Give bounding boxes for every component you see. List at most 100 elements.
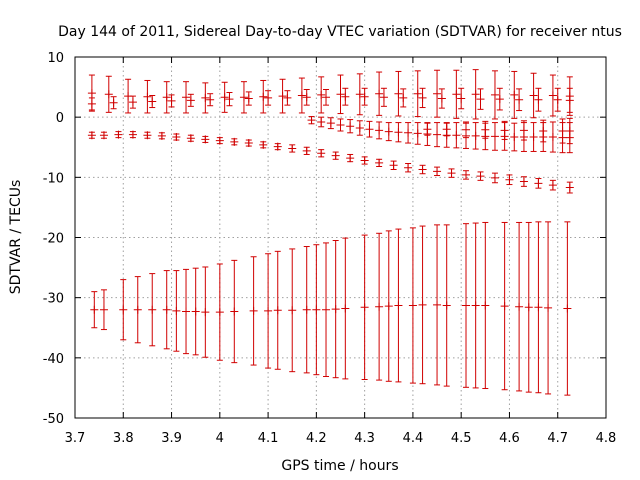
data-point-marker <box>259 92 268 101</box>
data-point-marker <box>490 173 499 182</box>
data-point-marker <box>259 140 268 149</box>
data-point-marker <box>297 91 306 100</box>
y-tick-label: -50 <box>43 412 64 427</box>
data-point-marker <box>244 94 253 103</box>
data-point-marker <box>312 305 321 314</box>
data-point-marker <box>90 305 99 314</box>
data-point-marker <box>215 308 224 317</box>
data-point-marker <box>331 151 340 160</box>
data-point-marker <box>162 93 171 102</box>
x-tick-label: 3.9 <box>161 431 182 446</box>
data-point-marker <box>317 149 326 158</box>
data-point-marker <box>302 146 311 155</box>
data-point-marker <box>375 158 384 167</box>
data-point-marker <box>565 96 574 105</box>
x-tick-label: 4.5 <box>451 431 472 446</box>
data-point-marker <box>413 89 422 98</box>
data-point-marker <box>87 89 96 98</box>
data-point-marker <box>341 304 350 313</box>
data-point-marker <box>288 306 297 315</box>
data-point-marker <box>239 93 248 102</box>
x-tick-label: 4.6 <box>499 431 520 446</box>
data-point-marker <box>563 304 572 313</box>
data-point-marker <box>302 93 311 102</box>
data-point-marker <box>230 307 239 316</box>
data-point-marker <box>220 93 229 102</box>
data-point-marker <box>394 301 403 310</box>
data-point-marker <box>539 127 548 136</box>
data-point-marker <box>384 127 393 136</box>
data-point-marker <box>365 125 374 134</box>
data-point-marker <box>500 126 509 135</box>
data-point-marker <box>249 306 258 315</box>
data-point-marker <box>495 95 504 104</box>
data-point-marker <box>167 96 176 105</box>
data-point-marker <box>182 93 191 102</box>
data-point-marker <box>408 301 417 310</box>
data-point-marker <box>558 127 567 136</box>
data-point-marker <box>471 131 480 140</box>
x-tick-label: 4.4 <box>403 431 424 446</box>
data-point-marker <box>148 305 157 314</box>
data-point-marker <box>529 133 538 142</box>
data-point-marker <box>519 177 528 186</box>
data-point-marker <box>148 97 157 106</box>
data-point-marker <box>534 179 543 188</box>
data-point-marker <box>244 139 253 148</box>
data-point-marker <box>87 131 96 140</box>
data-point-marker <box>505 175 514 184</box>
x-tick-label: 4.7 <box>547 431 568 446</box>
data-point-marker <box>452 90 461 99</box>
data-point-marker <box>462 170 471 179</box>
x-tick-label: 3.7 <box>65 431 86 446</box>
data-point-marker <box>462 125 471 134</box>
data-point-marker <box>418 93 427 102</box>
y-tick-label: 0 <box>56 111 64 126</box>
data-point-marker <box>283 93 292 102</box>
data-point-marker <box>336 90 345 99</box>
data-point-marker <box>355 90 364 99</box>
data-point-marker <box>128 98 137 107</box>
data-point-marker <box>565 127 574 136</box>
data-point-marker <box>186 134 195 143</box>
x-tick-label: 4.2 <box>306 431 327 446</box>
data-point-marker <box>548 181 557 190</box>
data-point-marker <box>433 300 442 309</box>
data-point-marker <box>157 131 166 140</box>
data-point-marker <box>534 95 543 104</box>
data-point-marker <box>447 169 456 178</box>
data-point-marker <box>307 116 316 125</box>
data-point-marker <box>302 305 311 314</box>
data-point-marker <box>215 136 224 145</box>
data-point-marker <box>375 126 384 135</box>
data-point-marker <box>534 303 543 312</box>
data-point-marker <box>548 133 557 142</box>
y-tick-label: 10 <box>47 51 64 66</box>
data-point-marker <box>346 122 355 131</box>
series-satellite-D <box>423 117 574 145</box>
data-point-marker <box>288 144 297 153</box>
data-point-marker <box>341 92 350 101</box>
data-point-marker <box>206 95 215 104</box>
data-point-marker <box>360 156 369 165</box>
data-point-marker <box>476 95 485 104</box>
x-tick-label: 4.3 <box>354 431 375 446</box>
data-point-marker <box>471 90 480 99</box>
data-point-marker <box>471 301 480 310</box>
data-point-marker <box>128 130 137 139</box>
data-point-marker <box>322 93 331 102</box>
data-point-marker <box>143 131 152 140</box>
data-point-marker <box>273 306 282 315</box>
y-axis-title: SDTVAR / TECUs <box>8 180 24 295</box>
data-point-marker <box>457 94 466 103</box>
data-point-marker <box>433 130 442 139</box>
data-point-marker <box>360 303 369 312</box>
data-point-marker <box>442 301 451 310</box>
data-point-marker <box>418 165 427 174</box>
data-point-marker <box>399 93 408 102</box>
series-satellite-A <box>87 69 574 120</box>
data-point-marker <box>490 90 499 99</box>
data-point-marker <box>336 120 345 129</box>
data-point-marker <box>317 90 326 99</box>
data-point-marker <box>423 125 432 134</box>
